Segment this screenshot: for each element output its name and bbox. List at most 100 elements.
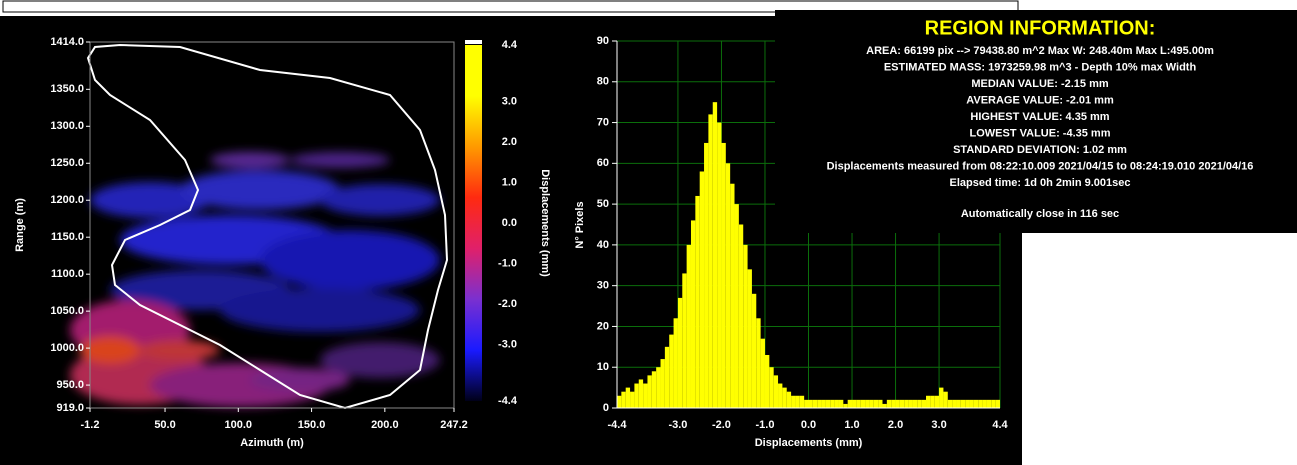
histogram-bar [682, 273, 687, 408]
histogram-bar [677, 297, 683, 408]
histogram-bar [651, 371, 657, 408]
histogram-bar [982, 399, 987, 408]
x-tick-label: 100.0 [225, 419, 253, 431]
histogram-bar [895, 399, 900, 408]
histogram-bar [865, 399, 870, 408]
histogram-bar [782, 387, 787, 408]
histogram-bar [795, 395, 800, 408]
histogram-bar [804, 399, 809, 408]
histogram-bar [634, 383, 639, 408]
y-tick-label: 1150.0 [51, 231, 84, 243]
info-line: AVERAGE VALUE: -2.01 mm [966, 94, 1114, 106]
colorbar-tick-label: -3.0 [498, 338, 517, 350]
y-tick-label: 1050.0 [50, 305, 84, 317]
histogram-bar [664, 346, 670, 408]
x-tick-label: 247.2 [440, 419, 468, 431]
histogram-bar [625, 387, 631, 408]
y-tick-label: 1300.0 [50, 120, 84, 132]
histogram-bar [899, 399, 905, 408]
histogram-bar [656, 367, 661, 408]
histogram-bar [764, 354, 770, 408]
histogram-bar [690, 220, 696, 408]
colorbar-tick-label: -2.0 [498, 298, 517, 310]
colorbar-tick-label: -4.4 [498, 395, 518, 407]
histogram-bar [908, 399, 913, 408]
histogram-bar [921, 399, 927, 408]
x-tick-label: 1.0 [844, 419, 859, 431]
y-tick-label: 20 [597, 320, 609, 332]
histogram-bar [751, 293, 757, 408]
histogram-bar [926, 395, 931, 408]
y-tick-label: 1100.0 [51, 268, 84, 280]
histogram-bar [856, 399, 861, 408]
histogram-bar [930, 395, 935, 408]
histogram-bar [965, 399, 970, 408]
histogram-bar [643, 383, 648, 408]
histogram-bar [730, 183, 735, 408]
histogram-bar [743, 244, 748, 408]
y-tick-label: 1414.0 [50, 36, 84, 48]
info-title: REGION INFORMATION: [925, 17, 1156, 39]
histogram-bar [747, 269, 752, 408]
y-tick-label: 10 [597, 361, 609, 373]
colorbar [465, 45, 482, 401]
histogram-bar [704, 142, 709, 408]
info-line: ESTIMATED MASS: 1973259.98 m^3 - Depth 1… [884, 61, 1197, 73]
histogram-bar [756, 318, 761, 408]
histogram-bar [786, 391, 792, 408]
map-frame [89, 41, 455, 409]
histogram-bar [812, 399, 818, 408]
histogram-bar [947, 399, 953, 408]
histogram-bar [912, 399, 918, 408]
colorbar-tick-label: 4.4 [502, 39, 518, 51]
histogram-bar [960, 399, 966, 408]
x-axis-label: Azimuth (m) [240, 437, 304, 449]
histogram-bar [956, 399, 961, 408]
y-axis-label: N° Pixels [574, 201, 586, 248]
colorbar-tick-label: -1.0 [498, 257, 517, 269]
histogram-bar [669, 334, 674, 408]
info-line: Elapsed time: 1d 0h 2min 9.001sec [950, 177, 1131, 189]
histogram-bar [638, 379, 644, 408]
x-tick-label: 150.0 [298, 419, 326, 431]
y-tick-label: 80 [597, 76, 609, 88]
histogram-bar [734, 204, 739, 408]
histogram-bar [695, 195, 700, 408]
y-tick-label: 1250.0 [50, 157, 84, 169]
histogram-bar [991, 399, 996, 408]
histogram-bar [778, 383, 783, 408]
info-line: STANDARD DEVIATION: 1.02 mm [953, 144, 1127, 156]
x-tick-label: -2.0 [712, 419, 731, 431]
y-tick-label: 70 [597, 116, 609, 128]
histogram-bar [660, 359, 665, 408]
x-tick-label: 3.0 [931, 419, 946, 431]
histogram-bar [878, 399, 883, 408]
histogram-bar [686, 244, 691, 408]
x-tick-label: -1.2 [81, 419, 100, 431]
histogram-bar [630, 391, 635, 408]
x-tick-label: 0.0 [801, 419, 816, 431]
y-tick-label: 30 [597, 280, 609, 292]
histogram-bar [760, 338, 765, 408]
histogram-bar [873, 399, 879, 408]
info-box [775, 10, 1297, 233]
histogram-bar [939, 387, 944, 408]
x-tick-label: -4.4 [608, 419, 628, 431]
histogram-bar [825, 399, 831, 408]
histogram-bar [886, 399, 892, 408]
y-tick-label: 1200.0 [50, 194, 84, 206]
histogram-bar [838, 399, 844, 408]
y-tick-label: 1000.0 [50, 342, 84, 354]
y-tick-label: 1350.0 [50, 83, 84, 95]
histogram-bar [847, 399, 853, 408]
x-tick-label: 50.0 [154, 419, 175, 431]
info-line: Displacements measured from 08:22:10.009… [827, 160, 1254, 172]
histogram-bar [830, 399, 835, 408]
histogram-bar [617, 395, 622, 408]
histogram-bar [647, 375, 652, 408]
histogram-bar [952, 399, 957, 408]
histogram-bar [917, 399, 922, 408]
x-axis-label: Displacements (mm) [755, 437, 863, 449]
histogram-bar [973, 399, 979, 408]
